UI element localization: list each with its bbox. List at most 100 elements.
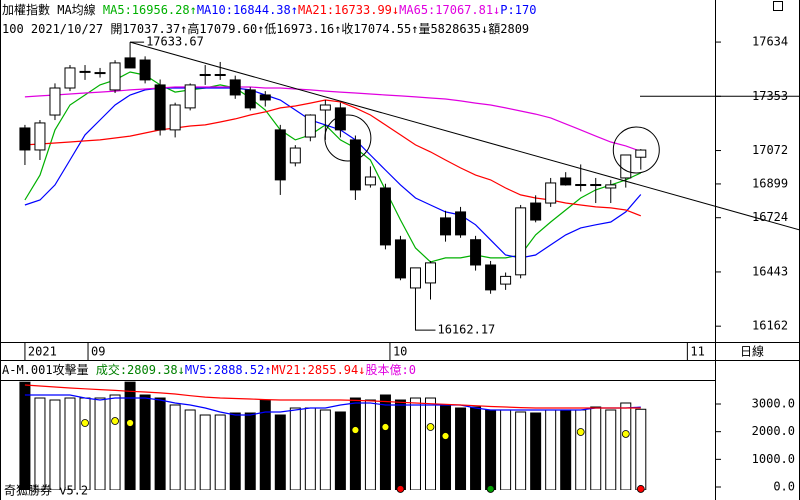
signal-dot: [636, 485, 645, 493]
y-tick-label: 16443: [752, 264, 788, 278]
price-panel: [19, 42, 715, 327]
header-text: 加權指數 MA均線 MA5:16956.28↑MA10:16844.38↑MA2…: [2, 2, 536, 17]
volume-bar: [530, 412, 542, 490]
signal-dot: [81, 419, 89, 427]
volume-bar: [500, 409, 512, 490]
candle-body: [49, 87, 61, 116]
volume-bar: [560, 409, 572, 490]
candle-body: [590, 184, 602, 187]
signal-dot: [486, 485, 495, 493]
volume-bar: [49, 399, 61, 490]
volume-bar: [470, 406, 482, 490]
volume-bar: [169, 404, 181, 490]
volume-bar: [620, 402, 632, 490]
y-tick-label: 17634: [752, 35, 788, 49]
candle-body: [440, 217, 452, 236]
y-tick-label: 1000.0: [752, 452, 795, 466]
candle-body: [79, 70, 91, 73]
candle-body: [289, 147, 301, 164]
header-segment: MA65:17067.81↓: [399, 3, 500, 17]
candle-body: [575, 184, 587, 187]
volume-bar: [64, 397, 76, 490]
candle-body: [154, 84, 166, 131]
candle-body: [259, 94, 271, 101]
signal-dot: [426, 423, 435, 431]
candle-body: [530, 202, 542, 221]
candle-body: [124, 57, 136, 69]
volume-bar: [289, 407, 301, 490]
volume-bar: [379, 394, 391, 490]
candle-body: [349, 139, 361, 191]
header-segment: MA21:16733.99↓: [298, 3, 399, 17]
candle-body: [635, 149, 647, 158]
x-tick-label: 2021: [28, 345, 57, 359]
candle-body: [139, 59, 151, 81]
volume-bar: [349, 397, 361, 490]
volume-bar: [409, 397, 421, 490]
signal-dot: [441, 432, 450, 440]
y-tick-label: 16899: [752, 176, 788, 190]
candle-body: [364, 176, 376, 186]
candle-body: [319, 104, 331, 111]
x-tick-label: 10: [393, 345, 407, 359]
y-tick-label: 17072: [752, 143, 788, 157]
ma-line: [24, 99, 642, 217]
ma-line: [24, 394, 641, 416]
period-label: 日線: [740, 344, 764, 359]
volume-bar: [184, 409, 196, 490]
candle-body: [485, 264, 497, 291]
candle-body: [409, 267, 421, 289]
volume-bar: [109, 394, 121, 490]
candle-body: [199, 73, 211, 76]
volume-bar: [124, 381, 136, 490]
candle-body: [470, 239, 482, 266]
candle-body: [169, 104, 181, 131]
volume-bar: [244, 412, 256, 490]
ma-line: [24, 87, 642, 259]
candle-body: [109, 62, 121, 91]
volume-bar: [605, 409, 617, 490]
candle-body: [394, 239, 406, 279]
header-segment: MV5:2888.52↑: [185, 363, 272, 377]
y-tick-label: 16162: [752, 319, 788, 333]
candle-body: [455, 211, 467, 236]
volume-bar: [545, 409, 557, 490]
candle-body: [214, 73, 226, 76]
candle-body: [379, 187, 391, 246]
signal-dot: [126, 419, 134, 427]
x-tick-label: 09: [91, 345, 105, 359]
y-tick-label: 16724: [752, 210, 788, 224]
volume-bar: [34, 397, 46, 490]
header-segment: MV21:2855.94↓: [272, 363, 366, 377]
y-tick-label: 3000.0: [752, 396, 795, 410]
signal-dot: [111, 417, 119, 425]
header-segment: 加權指數 MA均線: [2, 2, 103, 17]
ma-line: [24, 384, 641, 409]
candle-body: [425, 262, 437, 284]
header-text: A-M.001攻擊量 成交:2809.38↓MV5:2888.52↑MV21:2…: [2, 362, 416, 377]
candle-body: [515, 207, 527, 276]
candle-body: [605, 184, 617, 189]
volume-panel: [19, 381, 647, 490]
candle-body: [19, 127, 31, 151]
volume-bar: [79, 397, 91, 490]
header-segment: MA5:16956.28↑: [103, 3, 197, 17]
header-segment: P:170: [500, 3, 536, 17]
volume-bar: [364, 399, 376, 490]
volume-bar: [259, 399, 271, 490]
annotation-leader: [414, 291, 436, 331]
volume-bar: [214, 414, 226, 490]
header-segment: A-M.001攻擊量: [2, 362, 96, 377]
candle-body: [94, 72, 106, 75]
candle-body: [244, 89, 256, 109]
candle-body: [184, 84, 196, 109]
volume-bar: [139, 394, 151, 490]
volume-bar: [304, 407, 316, 490]
volume-bar: [440, 404, 452, 490]
volume-bar: [455, 407, 467, 490]
signal-dot: [576, 428, 585, 436]
header-segment: 股本億:0: [365, 363, 415, 377]
ma-line: [24, 86, 642, 152]
volume-bar: [19, 381, 31, 490]
